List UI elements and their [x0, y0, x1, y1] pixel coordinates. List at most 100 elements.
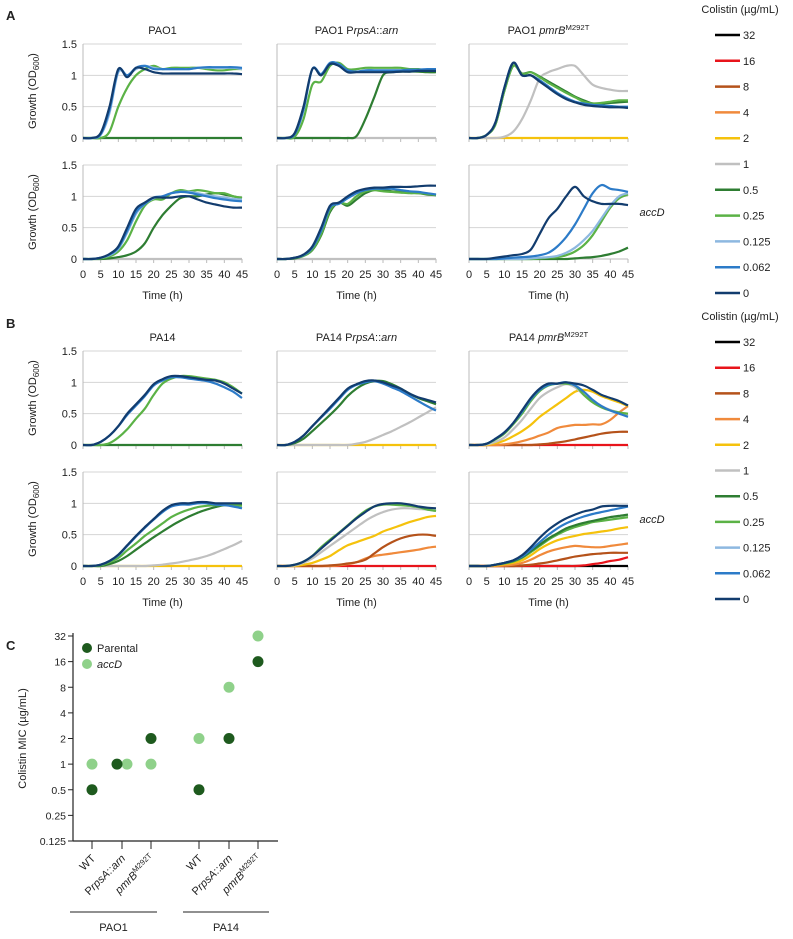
growth-curve-0p25: [82, 188, 243, 261]
x-tick-label: 35: [201, 576, 213, 588]
x-tick-label: 15: [516, 576, 528, 588]
growth-curve-1: [277, 406, 437, 447]
y-tick-label: 1: [71, 498, 77, 510]
legend-label: 0.5: [743, 491, 758, 503]
x-tick-label: 10: [306, 269, 318, 281]
x-tick-label: 45: [622, 576, 634, 588]
x-tick-label: 25: [165, 576, 177, 588]
legend-label: 32: [743, 337, 755, 349]
growth-curve-0p25: [276, 61, 437, 140]
text-segment: ): [27, 360, 39, 364]
x-tick-label: 15: [324, 576, 336, 588]
text-segment: rpsA: [352, 332, 375, 344]
legend-label: 16: [743, 363, 755, 375]
x-tick-label: 45: [430, 269, 442, 281]
x-tick-label: 0: [274, 576, 280, 588]
growth-panel: PAO1 PrpsA::arn: [276, 25, 437, 142]
row-label-accd: accD: [639, 207, 664, 219]
panel-letter-c: C: [6, 638, 16, 653]
growth-curve-0p125: [82, 64, 243, 140]
x-tick-label: 25: [551, 269, 563, 281]
legend-label: 0: [743, 288, 749, 300]
x-tick-label: 10: [306, 576, 318, 588]
x-tick-label: 20: [148, 576, 160, 588]
y-tick-label: 0: [71, 561, 77, 573]
legend-label: 0.062: [743, 262, 771, 274]
legend-label: 0: [743, 594, 749, 606]
panel-title: PA14: [149, 332, 175, 344]
text-segment: M292T: [565, 23, 589, 32]
mic-point-parental: [223, 733, 235, 744]
y-tick-label: 0.5: [62, 409, 77, 421]
growth-curve-0p25: [83, 374, 243, 447]
x-tick-label: 35: [587, 269, 599, 281]
text-segment: Growth (OD: [27, 377, 39, 436]
text-segment: WT: [185, 852, 206, 873]
text-segment: pmrB: [538, 25, 565, 37]
x-tick-label: 10: [498, 269, 510, 281]
y-tick-label: 8: [60, 682, 66, 694]
y-tick-label: 1.5: [62, 39, 77, 51]
growth-panel: 0 5 10 15 20 25 30 35 40 45 Time (h) accD: [466, 471, 665, 609]
panel-letter-a: A: [6, 8, 16, 23]
growth-curve-0: [276, 184, 437, 261]
growth-curve-0: [276, 502, 437, 568]
growth-curve-0p25: [82, 504, 243, 568]
x-tick-label: 45: [236, 269, 248, 281]
row-label-accd: accD: [639, 514, 664, 526]
y-tick-label: 0.5: [51, 785, 66, 797]
x-tick-label: 20: [534, 576, 546, 588]
mic-point-accd: [193, 733, 205, 744]
legend-label: 0.062: [743, 568, 771, 580]
text-segment: 600: [32, 363, 41, 377]
x-tick-label: 5: [484, 576, 490, 588]
legend-label: 2: [743, 133, 749, 145]
text-segment: PA14: [149, 332, 175, 344]
x-tick-label: 30: [377, 269, 389, 281]
x-tick-label: 45: [430, 576, 442, 588]
x-tick-label: 40: [412, 269, 424, 281]
text-segment: 600: [32, 177, 41, 191]
mic-point-parental: [252, 656, 264, 668]
text-segment: M292T: [237, 851, 260, 874]
category-label: WT: [185, 852, 206, 873]
x-tick-label: 0: [80, 269, 86, 281]
y-tick-label: 2: [60, 734, 66, 746]
mic-point-parental: [193, 784, 205, 796]
text-segment: PA14 P: [316, 332, 353, 344]
y-axis-label: Growth (OD600): [27, 360, 41, 436]
growth-curve-0p125: [82, 190, 243, 261]
group-label: PA14: [213, 922, 239, 934]
growth-curve-0: [82, 194, 243, 261]
text-segment: 600: [32, 56, 41, 70]
legend-label: 32: [743, 30, 755, 42]
growth-curve-1: [468, 383, 629, 447]
x-tick-label: 20: [342, 576, 354, 588]
growth-curve-0p25: [83, 64, 243, 140]
legend-title: Colistin (µg/mL): [701, 4, 778, 16]
x-tick-label: 15: [324, 269, 336, 281]
x-tick-label: 35: [395, 576, 407, 588]
x-axis-label: Time (h): [142, 290, 183, 302]
growth-curve-0p062: [276, 379, 437, 447]
x-axis-label: Time (h): [336, 597, 377, 609]
growth-curve-0p062: [82, 64, 243, 140]
x-axis-label: Time (h): [142, 597, 183, 609]
panel-letter-b: B: [6, 316, 15, 331]
text-segment: ::: [376, 25, 382, 37]
text-segment: ::: [375, 332, 381, 344]
text-segment: arn: [382, 25, 398, 37]
growth-curve-1: [276, 507, 437, 568]
legend-label: 0.25: [743, 211, 764, 223]
text-segment: PA14: [509, 332, 538, 344]
y-tick-label: 1: [71, 191, 77, 203]
y-tick-label: 1.5: [62, 467, 77, 479]
growth-curve-0: [82, 500, 243, 568]
growth-curve-0p062: [469, 183, 629, 261]
growth-curve-0p062: [82, 375, 243, 447]
growth-panel: 0 0.5 1 1.5 Growth (OD600) PAO1: [27, 25, 243, 145]
x-tick-label: 5: [98, 269, 104, 281]
growth-curve-0: [82, 66, 243, 140]
text-segment: WT: [78, 852, 99, 873]
